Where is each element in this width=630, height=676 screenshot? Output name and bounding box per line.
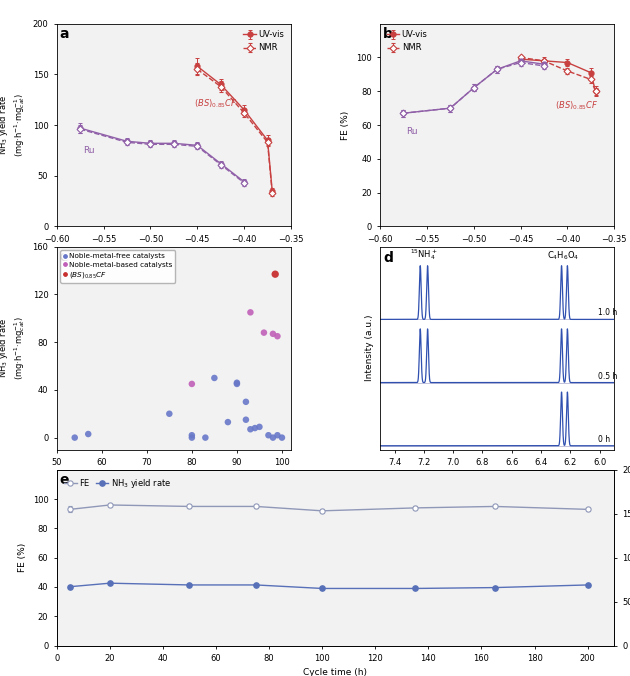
Point — [187, 432, 197, 443]
Text: $(BS)_{0.85}CF$: $(BS)_{0.85}CF$ — [555, 99, 598, 112]
X-axis label: FE (%): FE (%) — [159, 473, 188, 481]
Point — [259, 327, 269, 338]
Y-axis label: FE (%): FE (%) — [341, 110, 350, 140]
Point — [209, 372, 219, 383]
Point — [270, 269, 280, 280]
Point — [263, 430, 273, 441]
Legend: Noble-metal-free catalysts, Noble-metal-based catalysts, $(BS)_{0.85}CF$: Noble-metal-free catalysts, Noble-metal-… — [60, 250, 175, 283]
Point — [83, 429, 93, 439]
Point — [187, 379, 197, 389]
Legend: UV-vis, NMR: UV-vis, NMR — [241, 28, 287, 55]
Point — [272, 331, 282, 341]
Point — [272, 430, 282, 441]
Text: a: a — [59, 26, 69, 41]
Text: b: b — [383, 27, 392, 41]
Point — [250, 422, 260, 433]
Text: $^{15}$NH$_4^+$: $^{15}$NH$_4^+$ — [410, 247, 438, 262]
X-axis label: Potential (V vs. RHE): Potential (V vs. RHE) — [450, 249, 544, 258]
Y-axis label: FE (%): FE (%) — [18, 543, 27, 573]
Point — [187, 430, 197, 441]
Point — [277, 432, 287, 443]
Point — [232, 379, 242, 389]
X-axis label: Potential (V vs. RHE): Potential (V vs. RHE) — [127, 249, 220, 258]
Point — [245, 307, 255, 318]
Point — [164, 408, 175, 419]
Point — [245, 424, 255, 435]
Text: c: c — [59, 250, 67, 264]
Y-axis label: NH$_3$ yield rate
(mg·h$^{-1}$·mg$^{-1}_{cat}$): NH$_3$ yield rate (mg·h$^{-1}$·mg$^{-1}_… — [0, 316, 27, 380]
Point — [200, 432, 210, 443]
Point — [70, 432, 80, 443]
X-axis label: Cycle time (h): Cycle time (h) — [304, 669, 367, 676]
Point — [241, 396, 251, 407]
Point — [232, 377, 242, 388]
Text: 0 h: 0 h — [598, 435, 610, 444]
Y-axis label: Intensity (a.u.): Intensity (a.u.) — [365, 315, 374, 381]
Text: $(BS)_{0.85}CF$: $(BS)_{0.85}CF$ — [195, 98, 238, 110]
Point — [241, 414, 251, 425]
Legend: UV-vis, NMR: UV-vis, NMR — [384, 28, 430, 55]
X-axis label: Chemical shift (ppm): Chemical shift (ppm) — [450, 473, 544, 481]
Text: Ru: Ru — [406, 126, 418, 135]
Text: C$_4$H$_6$O$_4$: C$_4$H$_6$O$_4$ — [547, 249, 579, 262]
Point — [223, 416, 233, 427]
Text: Ru: Ru — [83, 147, 94, 155]
Text: 0.5 h: 0.5 h — [598, 372, 617, 381]
Point — [268, 329, 278, 339]
Text: 1.0 h: 1.0 h — [598, 308, 617, 318]
Legend: FE, NH$_3$ yield rate: FE, NH$_3$ yield rate — [61, 474, 175, 493]
Point — [255, 421, 265, 432]
Y-axis label: NH$_3$ yield rate
(mg·h$^{-1}$·mg$^{-1}_{cat}$): NH$_3$ yield rate (mg·h$^{-1}$·mg$^{-1}_… — [0, 93, 27, 157]
Text: d: d — [383, 251, 392, 264]
Point — [268, 432, 278, 443]
Text: e: e — [59, 473, 69, 487]
